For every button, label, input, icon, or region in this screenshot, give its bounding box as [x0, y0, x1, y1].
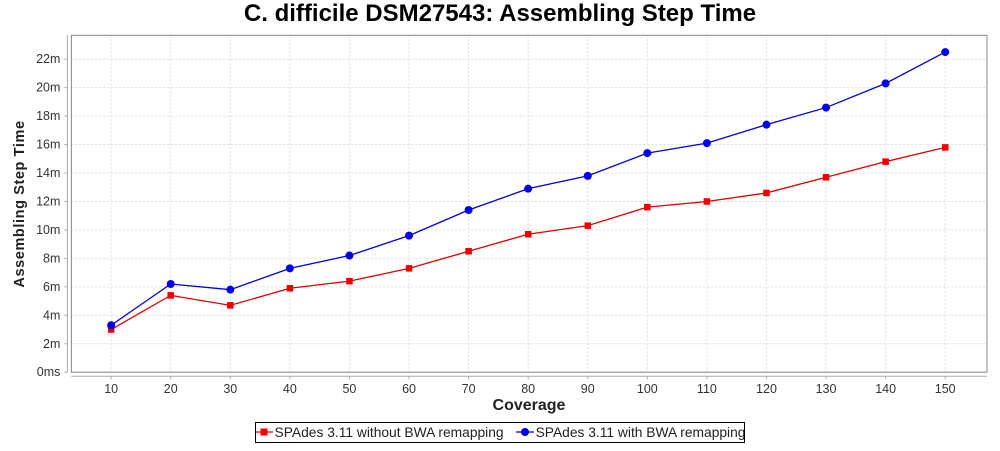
svg-text:80: 80 — [521, 382, 535, 396]
svg-text:20: 20 — [164, 382, 178, 396]
svg-text:50: 50 — [342, 382, 356, 396]
svg-text:8m: 8m — [43, 251, 60, 265]
svg-text:140: 140 — [875, 382, 896, 396]
svg-text:10m: 10m — [36, 223, 60, 237]
svg-text:16m: 16m — [36, 138, 60, 152]
svg-text:30: 30 — [223, 382, 237, 396]
svg-text:18m: 18m — [36, 109, 60, 123]
svg-text:20m: 20m — [36, 81, 60, 95]
svg-text:150: 150 — [935, 382, 956, 396]
svg-text:110: 110 — [697, 382, 717, 396]
svg-text:70: 70 — [462, 382, 476, 396]
svg-text:6m: 6m — [43, 280, 60, 294]
svg-text:14m: 14m — [36, 166, 60, 180]
svg-text:130: 130 — [816, 382, 837, 396]
svg-text:90: 90 — [581, 382, 595, 396]
svg-text:40: 40 — [283, 382, 297, 396]
svg-text:120: 120 — [756, 382, 777, 396]
svg-text:10: 10 — [104, 382, 118, 396]
svg-text:4m: 4m — [43, 308, 60, 322]
svg-text:2m: 2m — [43, 337, 60, 351]
svg-text:22m: 22m — [36, 52, 60, 66]
svg-text:0ms: 0ms — [37, 365, 61, 379]
svg-text:100: 100 — [637, 382, 658, 396]
svg-text:60: 60 — [402, 382, 416, 396]
